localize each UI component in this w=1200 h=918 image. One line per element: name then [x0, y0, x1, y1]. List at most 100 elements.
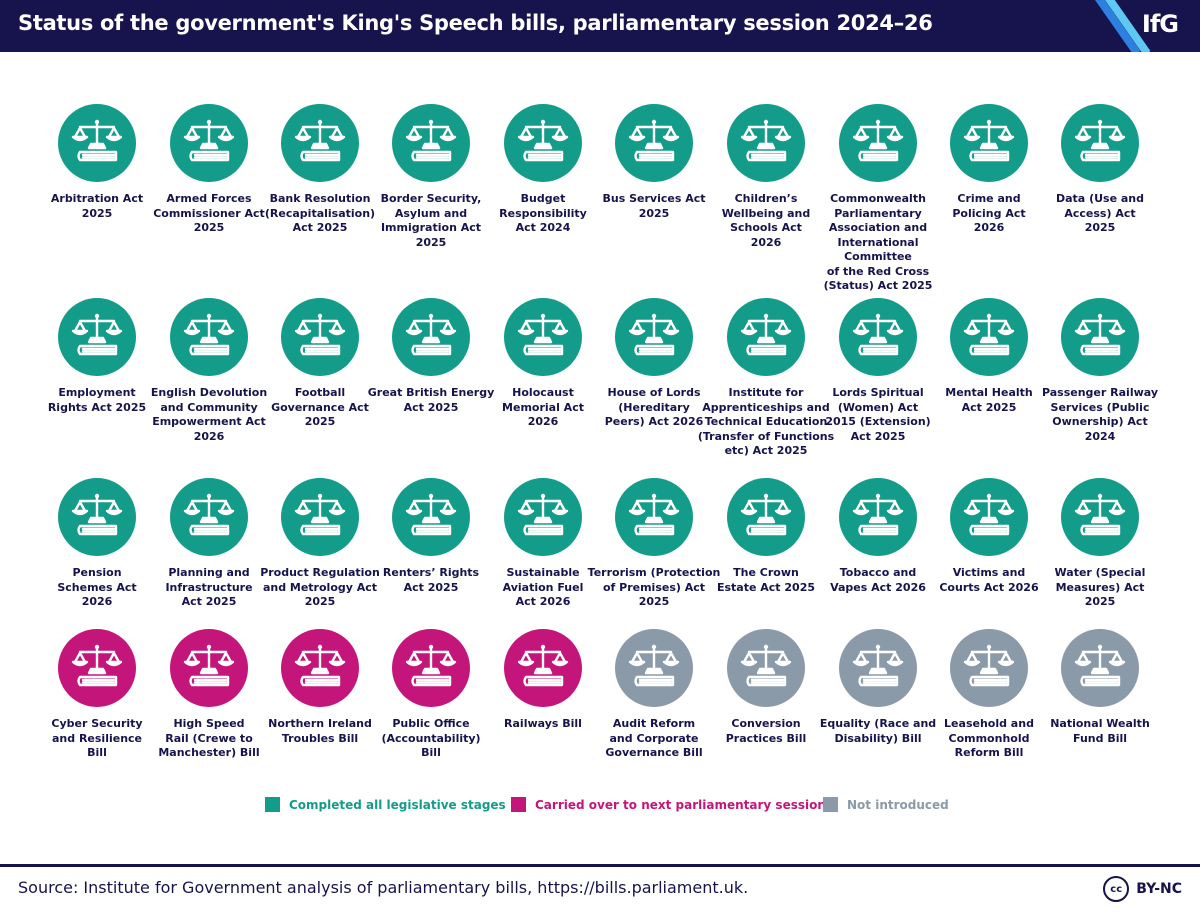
- scales-and-book-icon: [281, 298, 359, 376]
- bill-item: Tobacco and Vapes Act 2026: [808, 478, 948, 595]
- bill-label: Cyber Security and Resilience Bill: [51, 717, 143, 759]
- bill-item: National Wealth Fund Bill: [1030, 629, 1170, 746]
- bill-item: House of Lords (Hereditary Peers) Act 20…: [584, 298, 724, 430]
- bill-item: Border Security, Asylum and Immigration …: [361, 104, 501, 250]
- bill-label: Holocaust Memorial Act 2026: [502, 386, 584, 428]
- legend-item-not-introduced: Not introduced: [823, 797, 949, 812]
- bill-label: National Wealth Fund Bill: [1050, 717, 1150, 745]
- scales-and-book-icon: [504, 298, 582, 376]
- bill-label: Equality (Race and Disability) Bill: [819, 717, 937, 745]
- scales-and-book-icon: [281, 629, 359, 707]
- bill-label: Planning and Infrastructure Act 2025: [165, 566, 253, 608]
- scales-and-book-icon: [950, 104, 1028, 182]
- bill-label: Northern Ireland Troubles Bill: [268, 717, 372, 745]
- scales-and-book-icon: [170, 478, 248, 556]
- scales-and-book-icon: [504, 629, 582, 707]
- scales-and-book-icon: [1061, 298, 1139, 376]
- scales-and-book-icon: [950, 478, 1028, 556]
- scales-and-book-icon: [392, 629, 470, 707]
- scales-and-book-icon: [392, 478, 470, 556]
- bill-item: Children’s Wellbeing and Schools Act 202…: [696, 104, 836, 250]
- bill-label: House of Lords (Hereditary Peers) Act 20…: [604, 386, 704, 428]
- bill-label: High Speed Rail (Crewe to Manchester) Bi…: [158, 717, 260, 759]
- bill-item: Conversion Practices Bill: [696, 629, 836, 746]
- scales-and-book-icon: [839, 629, 917, 707]
- bill-label: Arbitration Act 2025: [50, 192, 144, 220]
- bill-item: Commonwealth Parliamentary Association a…: [808, 104, 948, 294]
- bill-label: Great British Energy Act 2025: [367, 386, 495, 414]
- scales-and-book-icon: [170, 104, 248, 182]
- scales-and-book-icon: [504, 104, 582, 182]
- bill-label: Product Regulation and Metrology Act 202…: [260, 566, 380, 608]
- bill-item: Water (Special Measures) Act 2025: [1030, 478, 1170, 610]
- bill-item: Cyber Security and Resilience Bill: [27, 629, 167, 761]
- bill-item: Pension Schemes Act 2026: [27, 478, 167, 610]
- legend-item-completed: Completed all legislative stages: [265, 797, 506, 812]
- scales-and-book-icon: [727, 629, 805, 707]
- bill-item: Passenger Railway Services (Public Owner…: [1030, 298, 1170, 444]
- scales-and-book-icon: [170, 629, 248, 707]
- header-bar: Status of the government's King's Speech…: [0, 0, 1200, 52]
- bill-item: Public Office (Accountability) Bill: [361, 629, 501, 761]
- bill-item: Crime and Policing Act 2026: [919, 104, 1059, 236]
- bill-item: Sustainable Aviation Fuel Act 2026: [473, 478, 613, 610]
- bill-label: Passenger Railway Services (Public Owner…: [1041, 386, 1158, 443]
- scales-and-book-icon: [58, 298, 136, 376]
- scales-and-book-icon: [615, 478, 693, 556]
- bill-item: Planning and Infrastructure Act 2025: [139, 478, 279, 610]
- legend-label: Completed all legislative stages: [289, 797, 506, 812]
- scales-and-book-icon: [727, 298, 805, 376]
- scales-and-book-icon: [727, 104, 805, 182]
- bill-item: Institute for Apprenticeships and Techni…: [696, 298, 836, 459]
- bill-label: Bank Resolution (Recapitalisation) Act 2…: [264, 192, 376, 234]
- page-title: Status of the government's King's Speech…: [18, 11, 933, 35]
- scales-and-book-icon: [281, 478, 359, 556]
- scales-and-book-icon: [950, 629, 1028, 707]
- bill-item: Arbitration Act 2025: [27, 104, 167, 221]
- bill-label: Mental Health Act 2025: [945, 386, 1033, 414]
- bill-label: Football Governance Act 2025: [271, 386, 369, 428]
- bill-item: Armed Forces Commissioner Act 2025: [139, 104, 279, 236]
- scales-and-book-icon: [839, 104, 917, 182]
- legend-label: Carried over to next parliamentary sessi…: [535, 797, 826, 812]
- creative-commons-icon: cc: [1103, 876, 1130, 902]
- bill-label: Water (Special Measures) Act 2025: [1054, 566, 1146, 608]
- bill-item: Great British Energy Act 2025: [361, 298, 501, 415]
- bill-label: Commonwealth Parliamentary Association a…: [823, 192, 933, 292]
- scales-and-book-icon: [950, 298, 1028, 376]
- legend-swatch: [823, 797, 838, 812]
- bill-label: Renters’ Rights Act 2025: [382, 566, 480, 594]
- scales-and-book-icon: [58, 104, 136, 182]
- scales-and-book-icon: [727, 478, 805, 556]
- bill-item: Holocaust Memorial Act 2026: [473, 298, 613, 430]
- scales-and-book-icon: [1061, 104, 1139, 182]
- bill-item: Product Regulation and Metrology Act 202…: [250, 478, 390, 610]
- bill-item: Football Governance Act 2025: [250, 298, 390, 430]
- bill-label: Leasehold and Commonhold Reform Bill: [944, 717, 1034, 759]
- scales-and-book-icon: [615, 298, 693, 376]
- scales-and-book-icon: [392, 104, 470, 182]
- bill-label: Institute for Apprenticeships and Techni…: [697, 386, 835, 457]
- scales-and-book-icon: [392, 298, 470, 376]
- bill-item: Mental Health Act 2025: [919, 298, 1059, 415]
- scales-and-book-icon: [1061, 478, 1139, 556]
- scales-and-book-icon: [839, 478, 917, 556]
- legend: Completed all legislative stages Carried …: [0, 797, 1200, 817]
- scales-and-book-icon: [58, 478, 136, 556]
- bill-item: Renters’ Rights Act 2025: [361, 478, 501, 595]
- bill-item: Terrorism (Protection of Premises) Act 2…: [584, 478, 724, 610]
- bill-item: Data (Use and Access) Act 2025: [1030, 104, 1170, 236]
- bill-label: Children’s Wellbeing and Schools Act 202…: [721, 192, 811, 249]
- legend-item-carried-over: Carried over to next parliamentary sessi…: [511, 797, 826, 812]
- legend-swatch: [265, 797, 280, 812]
- bill-label: English Devolution and Community Empower…: [150, 386, 268, 443]
- bill-label: Data (Use and Access) Act 2025: [1056, 192, 1144, 234]
- bill-item: Bus Services Act 2025: [584, 104, 724, 221]
- bill-item: Budget Responsibility Act 2024: [473, 104, 613, 236]
- bill-label: Terrorism (Protection of Premises) Act 2…: [587, 566, 721, 608]
- bill-label: Audit Reform and Corporate Governance Bi…: [605, 717, 703, 759]
- bills-grid: Arbitration Act 2025 Armed Forces Commiss…: [27, 104, 1170, 761]
- scales-and-book-icon: [281, 104, 359, 182]
- source-note: Source: Institute for Government analysi…: [18, 878, 749, 897]
- bill-item: Equality (Race and Disability) Bill: [808, 629, 948, 746]
